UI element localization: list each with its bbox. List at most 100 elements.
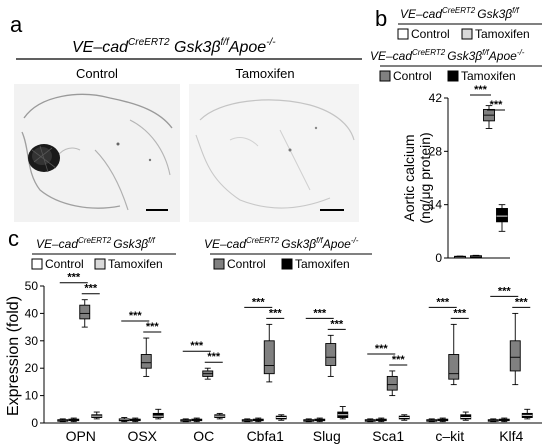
legend-label-apoe-tamoxifen: Tamoxifen [295,257,350,271]
x-tick-label: Slug [313,428,341,444]
box [509,312,521,386]
legend-label-apoe-tamoxifen: Tamoxifen [461,69,516,83]
significance-bar-control: *** [367,343,396,355]
box-body [140,354,152,369]
significance-label: *** [375,343,389,355]
significance-label: *** [84,283,98,295]
box [303,418,315,423]
x-tick-label: OSX [127,428,157,444]
box [140,337,152,377]
y-tick-label: 14 [429,198,443,212]
legend-swatch-tamoxifen [94,258,106,270]
significance-bar-1: *** [470,84,491,96]
category-group: OC ****** [180,340,226,444]
significance-bar-control: *** [121,310,150,322]
category-group: OPN ****** [57,272,103,444]
y-tick-label: 30 [25,334,39,348]
panel-c-legend2-title: VE–cadCreERT2 Gsk3βf/fApoe-/- [204,236,359,251]
box [386,370,398,397]
category-group: Sca1 ****** [364,343,410,444]
significance-bar-tamoxifen: *** [143,321,162,333]
box [263,323,275,383]
box [426,418,438,423]
significance-label: *** [129,310,143,322]
legend-swatch-apoe-control [213,258,225,270]
category-group: OSX ****** [118,310,164,444]
box [314,417,326,423]
box [91,411,103,420]
panel-b-legend2-title: VE–cadCreERT2 Gsk3βf/fApoe-/- [370,48,525,63]
significance-bar-control: *** [59,272,88,284]
box [57,418,69,423]
y-tick-label: 10 [25,389,39,403]
x-tick-label: c–kit [435,428,464,444]
box-body [509,340,521,372]
legend-label-apoe-control: Control [393,69,432,83]
legend-label-tamoxifen: Tamoxifen [475,27,530,41]
box [241,418,253,423]
box-body [79,304,91,320]
legend-label-control: Control [45,257,84,271]
legend-label-control: Control [411,27,450,41]
y-tick-label: 28 [429,144,443,158]
legend-label-tamoxifen: Tamoxifen [108,257,163,271]
panel-b-legend1-title: VE–cadCreERT2 Gsk3βf/f [400,6,520,21]
significance-bar-tamoxifen: *** [266,307,285,319]
panel-a-letter: a [10,12,23,37]
box [325,334,337,377]
box-1 [470,254,482,258]
legend-swatch-tamoxifen [461,28,473,40]
box [460,411,472,421]
box [202,367,214,380]
significance-bar-tamoxifen: *** [204,351,223,363]
box-body [263,340,275,375]
calcified-deposit [28,144,60,173]
box-3 [496,204,508,232]
y-tick-label: 50 [25,279,39,293]
box-0 [454,255,466,259]
significance-label: *** [453,307,467,319]
x-tick-label: Cbfa1 [247,428,285,444]
significance-label: *** [313,307,327,319]
y-tick-label: 40 [25,306,39,320]
box [191,417,203,423]
significance-label: *** [474,84,488,96]
box-2 [483,105,495,129]
significance-label: *** [269,307,283,319]
box [448,323,460,386]
significance-bar-control: *** [244,296,273,308]
legend-swatch-apoe-tamoxifen [281,258,293,270]
y-axis-label: Aortic calcium(ng/μg protein) [401,132,433,223]
significance-label: *** [515,296,529,308]
significance-label: *** [252,296,266,308]
box [487,418,499,423]
panel-c-letter: c [8,226,19,251]
chart-aortic-calcium: 0 14 28 42 Aortic calcium(ng/μg protein) ****… [401,84,510,265]
legend-label-apoe-control: Control [227,257,266,271]
significance-bar-control: *** [305,307,334,319]
box [180,418,192,423]
y-tick-label: 20 [25,361,39,375]
box [364,418,376,423]
y-tick-label: 42 [429,91,443,105]
significance-bar-tamoxifen: *** [81,283,100,295]
significance-label: *** [490,99,504,111]
micrograph-control [14,84,180,222]
box [68,417,80,423]
box [498,417,510,423]
x-tick-label: OC [193,428,214,444]
significance-label: *** [330,318,344,330]
y-tick-label: 0 [31,416,38,430]
panel-a-genotype: VE–cadCreERT2 Gsk3βf/fApoe-/- [72,37,276,56]
category-group: Slug ****** [303,307,349,444]
legend-swatch-control [397,28,409,40]
significance-label: *** [190,340,204,352]
micrograph-tamoxifen [189,84,359,222]
x-tick-label: Klf4 [499,428,523,444]
significance-bar-control: *** [182,340,211,352]
legend-swatch-apoe-control [379,70,391,82]
box-body [152,412,164,418]
box [275,414,287,421]
